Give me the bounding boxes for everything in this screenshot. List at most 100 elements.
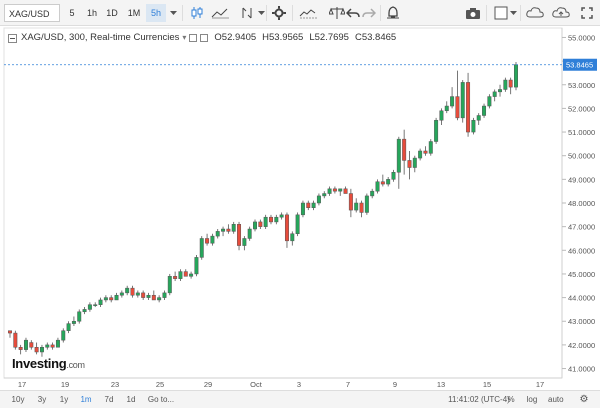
price-tick-label: 41.0000 bbox=[568, 365, 595, 374]
candle bbox=[226, 224, 231, 234]
price-tick-label: 51.0000 bbox=[568, 128, 595, 137]
chart-settings-icon[interactable]: ⚙ bbox=[579, 394, 589, 405]
legend-close: C53.8465 bbox=[354, 32, 397, 43]
candle bbox=[34, 342, 39, 355]
range-1m-button[interactable]: 1m bbox=[80, 395, 92, 404]
candle bbox=[141, 290, 146, 300]
candle bbox=[45, 342, 50, 350]
percent-toggle[interactable]: % bbox=[507, 395, 515, 404]
candle bbox=[434, 117, 439, 144]
candle bbox=[311, 200, 316, 211]
candles-icon[interactable] bbox=[186, 4, 208, 22]
candle bbox=[284, 212, 289, 248]
redo-icon[interactable] bbox=[358, 4, 380, 22]
compare-icon[interactable] bbox=[324, 4, 350, 22]
theme-dropdown-icon[interactable] bbox=[506, 4, 520, 22]
candle bbox=[61, 328, 66, 343]
range-10y-button[interactable]: 10y bbox=[11, 395, 25, 404]
indicators-icon[interactable] bbox=[236, 4, 258, 22]
candle bbox=[348, 188, 353, 218]
candle bbox=[66, 321, 71, 334]
time-tick-label: 3 bbox=[297, 380, 301, 389]
candle bbox=[199, 236, 204, 260]
interval-5h-button[interactable]: 5h bbox=[146, 4, 166, 22]
range-1d-button[interactable]: 1d bbox=[126, 395, 136, 404]
legend-menu-icon[interactable]: ▾ bbox=[182, 33, 187, 42]
candle bbox=[98, 297, 103, 308]
price-tick-label: 49.0000 bbox=[568, 175, 595, 184]
candle bbox=[194, 255, 199, 277]
settings-icon[interactable] bbox=[268, 4, 290, 22]
price-tick-label: 55.0000 bbox=[568, 33, 595, 42]
range-3y-button[interactable]: 3y bbox=[37, 395, 47, 404]
alert-icon[interactable] bbox=[382, 4, 404, 22]
candle bbox=[8, 330, 12, 338]
candle bbox=[423, 146, 428, 156]
candle bbox=[375, 179, 380, 194]
candle bbox=[396, 136, 401, 189]
range-bar: 10y 3y 1y 1m 7d 1d Go to... 11:41:02 (UT… bbox=[0, 390, 600, 408]
candle bbox=[359, 200, 364, 218]
candle bbox=[476, 113, 481, 125]
candle bbox=[343, 186, 348, 194]
time-tick-label: Oct bbox=[250, 380, 263, 389]
time-tick-label: 13 bbox=[437, 380, 445, 389]
range-1y-button[interactable]: 1y bbox=[59, 395, 69, 404]
candle bbox=[295, 212, 300, 237]
price-tick-label: 50.0000 bbox=[568, 152, 595, 161]
candle bbox=[87, 302, 92, 312]
candle bbox=[439, 108, 444, 125]
candle bbox=[322, 191, 327, 199]
interval-5-button[interactable]: 5 bbox=[69, 8, 75, 18]
candle bbox=[455, 70, 460, 121]
candle bbox=[300, 200, 305, 218]
legend-settings-icon[interactable] bbox=[189, 34, 198, 42]
candle bbox=[407, 150, 412, 180]
candle bbox=[13, 330, 18, 350]
camera-icon[interactable] bbox=[462, 4, 484, 22]
candle bbox=[391, 169, 396, 182]
candle bbox=[253, 219, 257, 232]
candle bbox=[354, 198, 359, 213]
candle bbox=[162, 290, 167, 300]
fullscreen-icon[interactable] bbox=[576, 4, 598, 22]
time-tick-label: 29 bbox=[204, 380, 212, 389]
candle bbox=[460, 80, 465, 123]
undo-icon[interactable] bbox=[342, 4, 364, 22]
auto-toggle[interactable]: auto bbox=[548, 395, 564, 404]
candle bbox=[492, 89, 497, 102]
chart-style-icon[interactable] bbox=[208, 4, 234, 22]
interval-1h-button[interactable]: 1h bbox=[86, 8, 97, 18]
log-toggle[interactable]: log bbox=[526, 395, 538, 404]
candle bbox=[114, 292, 119, 301]
interval-dropdown-icon[interactable] bbox=[166, 4, 180, 22]
price-tick-label: 45.0000 bbox=[568, 270, 595, 279]
color-theme-icon[interactable] bbox=[490, 4, 512, 22]
candle bbox=[215, 229, 220, 239]
candle bbox=[125, 285, 130, 296]
interval-1m-button[interactable]: 1M bbox=[127, 8, 141, 18]
candle bbox=[471, 117, 476, 135]
indicators-dropdown-icon[interactable] bbox=[254, 4, 268, 22]
candle bbox=[93, 302, 98, 308]
goto-button[interactable]: Go to... bbox=[147, 395, 175, 404]
cloud-upload-icon[interactable] bbox=[550, 4, 572, 22]
legend-close-icon[interactable] bbox=[200, 34, 209, 42]
interval-1d-button[interactable]: 1D bbox=[106, 8, 118, 18]
price-chart[interactable]: 55.000054.000053.000052.000051.000050.00… bbox=[0, 26, 600, 390]
legend-high: H53.9565 bbox=[262, 32, 304, 43]
range-7d-button[interactable]: 7d bbox=[104, 395, 114, 404]
price-tick-label: 44.0000 bbox=[568, 294, 595, 303]
cloud-icon[interactable] bbox=[524, 4, 546, 22]
time-tick-label: 19 bbox=[61, 380, 69, 389]
templates-icon[interactable] bbox=[296, 4, 322, 22]
candle bbox=[50, 342, 55, 350]
candle bbox=[508, 77, 513, 95]
candle bbox=[412, 155, 417, 173]
price-tick-label: 43.0000 bbox=[568, 317, 595, 326]
candle bbox=[338, 188, 343, 196]
collapse-legend-icon[interactable] bbox=[8, 33, 17, 43]
candle bbox=[487, 94, 492, 109]
symbol-input[interactable]: XAG/USD bbox=[4, 4, 60, 22]
candle bbox=[231, 221, 236, 234]
